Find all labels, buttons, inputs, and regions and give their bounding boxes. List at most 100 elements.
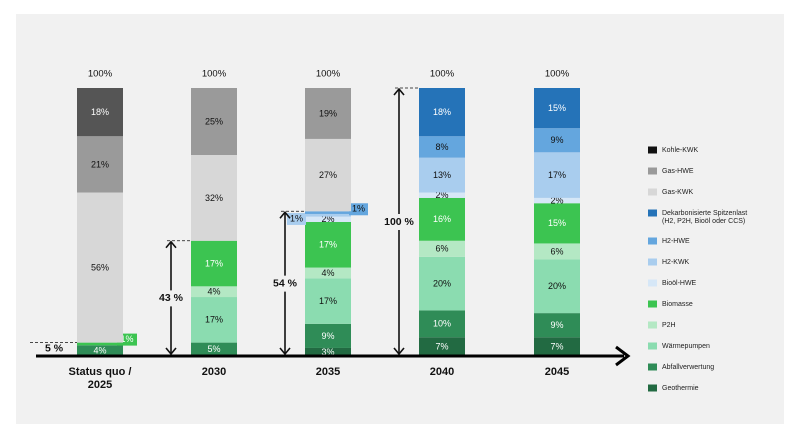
bar-segment-2035-abfallverwertung <box>305 323 351 348</box>
bar-segment-2045-p2h <box>534 243 580 260</box>
bar-segment-2035-h2-hwe <box>305 211 351 214</box>
bar-label-2035-biooel-hwe: 2% <box>321 214 334 224</box>
bar-total-2040: 100% <box>430 69 455 80</box>
bar-label-2035-p2h: 4% <box>321 268 334 278</box>
bar-segment-2040-biomasse <box>419 197 465 241</box>
bar-label-status-quo-2025-biomasse: 1% <box>120 334 133 344</box>
legend-label-biooel-hwe: Bioöl-HWE <box>662 280 697 287</box>
bar-label-2030-waermepumpen: 17% <box>205 315 223 325</box>
bar-label-2045-h2-hwe: 9% <box>550 135 563 145</box>
legend-swatch-biooel-hwe <box>648 279 657 287</box>
bar-label-2045-dekarbonisierte-spitzenlast: 15% <box>548 103 566 113</box>
stacked-bar-chart: 4% 1% 56% 21% 18% 100% Status quo /2025 5% 17% 4%… <box>30 69 747 392</box>
bar-segment-2030-p2h <box>191 286 237 298</box>
bar-segment-2035-gas-kwk <box>305 138 351 212</box>
legend-label-p2h: P2H <box>662 322 676 329</box>
bar-label-2040-geothermie: 7% <box>435 341 448 351</box>
legend-swatch-biomasse <box>648 300 657 308</box>
legend-swatch-abfallverwertung <box>648 363 657 371</box>
bar-segment-2045-dekarbonisierte-spitzenlast <box>534 88 580 129</box>
legend-swatch-waermepumpen <box>648 342 657 350</box>
legend-label-biomasse: Biomasse <box>662 301 693 308</box>
bracket-arrowhead-bottom-43 <box>165 347 177 356</box>
chart-canvas: 4% 1% 56% 21% 18% 100% Status quo /2025 5% 17% 4%… <box>16 14 784 424</box>
bracket-label-bg-43 <box>155 290 187 307</box>
bar-label-2040-waermepumpen: 20% <box>433 279 451 289</box>
legend-label-h2-kwk: H2-KWK <box>662 259 690 266</box>
bracket-arrowhead-top-54 <box>279 211 291 219</box>
bar-label-2045-geothermie: 7% <box>550 341 563 351</box>
bracket-label-bg-100 <box>383 214 415 230</box>
bar-label-status-quo-2025-kohle-kwk: 18% <box>91 107 109 117</box>
bar-segment-2035-geothermie <box>305 347 351 356</box>
bar-segment-2045-biooel-hwe <box>534 197 580 204</box>
legend-label-h2-hwe: H2-HWE <box>662 238 690 245</box>
legend-swatch-geothermie <box>648 384 657 392</box>
bar-label-2030-biomasse: 17% <box>205 258 223 268</box>
bar-segment-2035-gas-hwe <box>305 88 351 139</box>
bar-label-2045-p2h: 6% <box>550 246 563 256</box>
bar-label-2040-biomasse: 16% <box>433 214 451 224</box>
legend-label-waermepumpen: Wärmepumpen <box>662 343 710 350</box>
bar-segment-2040-waermepumpen <box>419 256 465 311</box>
bar-segment-2045-biomasse <box>534 203 580 244</box>
x-tick-label-2040: 2040 <box>430 366 454 378</box>
legend-swatch-kohle-kwk <box>648 146 657 154</box>
bar-segment-2035-p2h <box>305 267 351 279</box>
bar-segment-2040-h2-kwk <box>419 157 465 193</box>
bar-segment-2040-p2h <box>419 240 465 257</box>
x-axis-arrowhead <box>615 345 631 367</box>
bracket-label-100: 100 % <box>384 216 414 228</box>
bar-segment-2045-waermepumpen <box>534 259 580 314</box>
bar-label-2035-waermepumpen: 17% <box>319 296 337 306</box>
legend-label-geothermie: Geothermie <box>662 385 699 392</box>
bar-segment-2040-geothermie <box>419 337 465 356</box>
bar-total-status-quo-2025: 100% <box>88 69 113 80</box>
bar-segment-status-quo-2025-biomasse <box>77 342 123 346</box>
bar-label-2035-gas-kwk: 27% <box>319 170 337 180</box>
bar-segment-2045-h2-hwe <box>534 128 580 153</box>
bar-label-2035-h2-kwk: 1% <box>290 213 303 223</box>
bracket-label-bg-54 <box>269 275 301 292</box>
legend-swatch-gas-kwk <box>648 188 657 196</box>
bar-label-2045-biooel-hwe: 2% <box>550 195 563 205</box>
x-tick-label-2035: 2035 <box>316 366 340 378</box>
callout-box-2035-h2-kwk <box>287 212 306 225</box>
bar-label-2045-abfallverwertung: 9% <box>550 320 563 330</box>
bracket-arrowhead-top-100 <box>393 87 405 96</box>
legend-label-gas-hwe: Gas-HWE <box>662 168 694 175</box>
bar-segment-2030-abfallverwertung <box>191 342 237 356</box>
bracket-label-43: 43 % <box>159 292 184 304</box>
bar-label-2030-abfallverwertung: 5% <box>207 344 220 354</box>
bar-label-2035-abfallverwertung: 9% <box>321 331 334 341</box>
bar-segment-2040-biooel-hwe <box>419 192 465 198</box>
bar-segment-2035-h2-kwk <box>305 213 351 217</box>
bracket-arrowhead-bottom-54 <box>279 347 291 356</box>
x-tick-label-2030: 2030 <box>202 366 226 378</box>
bar-label-status-quo-2025-abfallverwertung: 4% <box>93 346 106 356</box>
bar-label-2040-h2-kwk: 13% <box>433 170 451 180</box>
bar-segment-2045-abfallverwertung <box>534 313 580 338</box>
bar-label-2030-gas-kwk: 32% <box>205 193 223 203</box>
bar-label-status-quo-2025-gas-hwe: 21% <box>91 159 109 169</box>
legend-label-dekarbonisierte-spitzenlast: Dekarbonisierte Spitzenlast <box>662 210 747 217</box>
bar-segment-2030-gas-hwe <box>191 88 237 155</box>
bar-label-2035-gas-hwe: 19% <box>319 108 337 118</box>
bar-label-2035-biomasse: 17% <box>319 240 337 250</box>
legend-label-kohle-kwk: Kohle-KWK <box>662 147 699 154</box>
bracket-arrowhead-top-43 <box>165 240 177 249</box>
bar-label-2030-gas-hwe: 25% <box>205 116 223 126</box>
legend-swatch-p2h <box>648 321 657 329</box>
legend-label-abfallverwertung: Abfallverwertung <box>662 364 714 371</box>
legend-label-dekarbonisierte-spitzenlast-line2: (H2, P2H, Bioöl oder CCS) <box>662 218 745 225</box>
bracket-arrowhead-bottom-100 <box>393 347 405 356</box>
legend-swatch-dekarbonisierte-spitzenlast <box>648 209 657 217</box>
legend-label-gas-kwk: Gas-KWK <box>662 189 693 196</box>
bar-label-2040-biooel-hwe: 2% <box>435 190 448 200</box>
legend-swatch-h2-kwk <box>648 258 657 266</box>
bar-label-2040-p2h: 6% <box>435 244 448 254</box>
bar-segment-2030-biomasse <box>191 240 237 287</box>
bar-label-2045-waermepumpen: 20% <box>548 281 566 291</box>
bar-segment-status-quo-2025-gas-kwk <box>77 192 123 343</box>
bar-segment-2030-gas-kwk <box>191 155 237 241</box>
